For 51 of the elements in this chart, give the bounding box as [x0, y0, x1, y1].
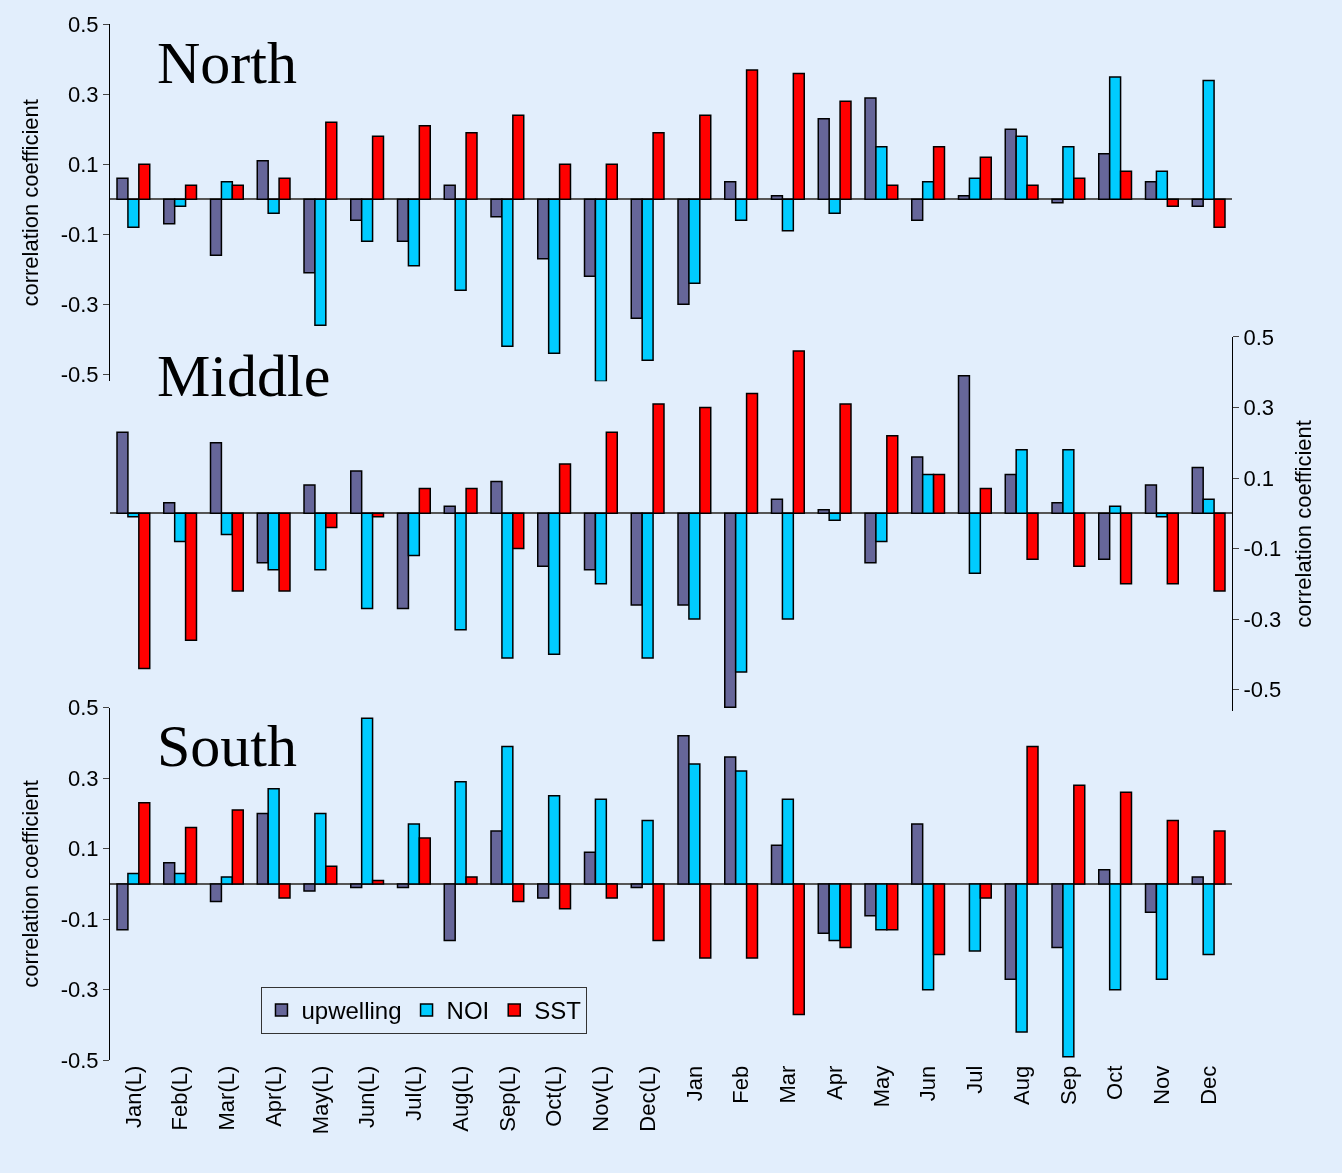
- y-axis-title: correlation coefficient: [18, 99, 44, 307]
- x-tick-label: Jul: [962, 1065, 988, 1094]
- y-tick-label: -0.1: [60, 906, 99, 932]
- x-tick-label: Dec(L): [634, 1065, 660, 1132]
- y2-tick-label: -0.5: [1243, 677, 1282, 703]
- y-axis-title: correlation coefficient: [18, 780, 44, 988]
- x-tick-label: Sep(L): [494, 1065, 520, 1132]
- y2-tick-label: 0.1: [1243, 465, 1274, 491]
- y2-tick-label: -0.3: [1243, 606, 1282, 632]
- y2-tick-label: 0.5: [1243, 324, 1274, 350]
- x-tick-label: Apr(L): [260, 1065, 286, 1127]
- legend-label: NOI: [446, 997, 490, 1025]
- x-tick-label: May: [868, 1065, 894, 1108]
- y-tick-label: -0.1: [60, 222, 99, 248]
- x-tick-label: Apr: [821, 1065, 847, 1100]
- y-tick-label: -0.5: [60, 362, 99, 388]
- chart-title: North: [157, 30, 297, 96]
- x-tick-label: Feb(L): [167, 1065, 193, 1131]
- y-tick-label: -0.3: [60, 292, 99, 318]
- x-tick-label: Dec: [1195, 1065, 1221, 1105]
- x-tick-label: Mar(L): [214, 1065, 240, 1131]
- y2-axis-title: correlation coefficient: [1291, 420, 1317, 628]
- y-tick-label: 0.3: [68, 82, 99, 108]
- chart-title: South: [157, 713, 298, 779]
- y2-tick-label: 0.3: [1243, 395, 1274, 421]
- x-tick-label: Aug(L): [447, 1065, 473, 1132]
- x-tick-label: Jun: [915, 1065, 941, 1102]
- y-tick-label: 0.1: [68, 152, 99, 178]
- x-tick-label: Feb: [728, 1065, 754, 1104]
- y-tick-label: -0.5: [60, 1048, 99, 1074]
- chart-title: Middle: [157, 343, 331, 409]
- x-tick-label: Nov: [1149, 1065, 1175, 1105]
- x-tick-label: Aug: [1008, 1065, 1034, 1105]
- y-tick-label: 0.1: [68, 836, 99, 862]
- y-tick-label: 0.3: [68, 765, 99, 791]
- y-tick-label: 0.5: [68, 12, 99, 38]
- x-tick-label: Jun(L): [354, 1065, 380, 1129]
- legend-label: upwelling: [301, 997, 402, 1025]
- x-tick-label: Sep: [1055, 1065, 1081, 1105]
- legend-label: SST: [534, 997, 582, 1025]
- x-tick-label: Mar: [775, 1065, 801, 1104]
- x-tick-label: Oct: [1102, 1065, 1128, 1100]
- x-tick-label: May(L): [307, 1065, 333, 1135]
- x-tick-label: Jul(L): [401, 1065, 427, 1121]
- x-tick-label: Jan(L): [120, 1065, 146, 1129]
- x-tick-label: Nov(L): [588, 1065, 614, 1132]
- x-tick-label: Oct(L): [541, 1065, 567, 1127]
- y-tick-label: -0.3: [60, 977, 99, 1003]
- y2-tick-label: -0.1: [1243, 536, 1282, 562]
- x-tick-label: Jan: [681, 1065, 707, 1102]
- y-tick-label: 0.5: [68, 695, 99, 721]
